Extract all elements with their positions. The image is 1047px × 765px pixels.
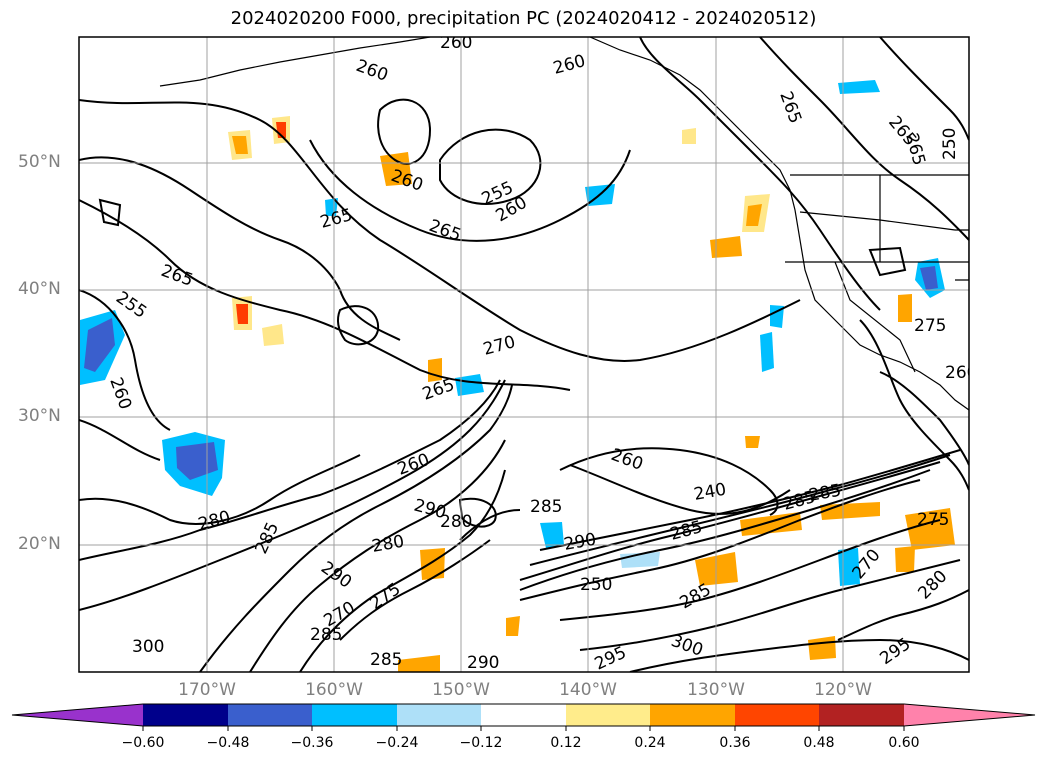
colorbar-tick: 0.24	[634, 735, 666, 751]
contour-label: 265	[318, 205, 355, 233]
neg-anomaly-region	[84, 318, 115, 372]
pos-anomaly-region	[745, 436, 760, 448]
contour-label: 280	[914, 566, 951, 603]
contour-label: 290	[467, 653, 499, 673]
neg-anomaly-region	[838, 80, 880, 94]
colorbar-segment	[650, 704, 735, 726]
contour-label: 240	[692, 480, 727, 505]
graticule	[79, 37, 969, 672]
neg-anomaly-region	[540, 522, 564, 548]
colorbar-tick: −0.48	[206, 735, 250, 751]
pos-anomaly-region	[905, 508, 955, 550]
neg-anomaly-region	[770, 305, 784, 328]
pos-anomaly-region	[682, 128, 696, 144]
contour-label: 270	[481, 332, 518, 360]
colorbar-segment	[735, 704, 819, 726]
colorbar-segment	[904, 704, 1035, 726]
lon-label: 170°W	[178, 680, 236, 700]
colorbar-tick: −0.36	[290, 735, 334, 751]
pos-anomaly-region	[420, 548, 445, 580]
neg-anomaly-region	[455, 374, 484, 396]
colorbar-segment	[12, 704, 143, 726]
contour-label: 285	[370, 650, 402, 670]
contour-label: 250	[580, 575, 612, 595]
pos-anomaly-region	[236, 304, 248, 324]
contour-label: 265	[426, 216, 463, 246]
contour-label: 260	[353, 56, 390, 86]
contour-label: 285	[251, 519, 283, 557]
contour-label: 260	[395, 450, 432, 480]
colorbar-tick: −0.60	[121, 735, 165, 751]
contour-label: 275	[366, 579, 404, 614]
neg-anomaly-region	[920, 266, 938, 290]
lat-label: 30°N	[18, 406, 61, 426]
lon-label: 130°W	[687, 680, 745, 700]
colorbar-tick: 0.60	[888, 735, 920, 751]
contour-label: 280	[370, 532, 405, 557]
contour-label: 260	[551, 51, 588, 79]
neg-anomaly-region	[760, 332, 774, 372]
contour-label: 265	[775, 89, 805, 126]
contour-label: 260	[105, 375, 135, 412]
map-title: 2024020200 F000, precipitation PC (20240…	[230, 8, 817, 29]
colorbar-segment	[312, 704, 397, 726]
lat-label: 40°N	[18, 279, 61, 299]
contour-label: 285	[310, 625, 342, 645]
colorbar-tick: 0.12	[550, 735, 582, 751]
colorbar-tick: 0.48	[803, 735, 835, 751]
lat-label: 50°N	[18, 152, 61, 172]
lon-label: 160°W	[305, 680, 363, 700]
colorbar-segment	[397, 704, 481, 726]
pos-anomaly-region	[398, 655, 440, 672]
contour-label: 300	[132, 637, 164, 657]
pos-anomaly-region	[262, 324, 284, 346]
contour-label: 290	[562, 530, 597, 555]
contour-label: 300	[668, 631, 705, 661]
contour-label: 260	[945, 363, 977, 383]
contour-label: 265	[901, 131, 929, 168]
pos-anomaly-region	[380, 152, 412, 186]
precip-anomaly-shading	[80, 80, 955, 672]
pos-anomaly-region	[232, 136, 248, 154]
lon-label: 120°W	[814, 680, 872, 700]
contour-label: 275	[914, 316, 946, 336]
lon-label: 150°W	[432, 680, 490, 700]
contour-label: 260	[388, 166, 425, 196]
contour-label: 265	[420, 375, 457, 405]
colorbar-tick: −0.24	[375, 735, 419, 751]
contour-label: 265	[158, 261, 195, 291]
colorbar	[11, 703, 1036, 731]
pos-anomaly-region	[808, 636, 836, 660]
contour-label: 285	[530, 497, 562, 517]
temperature-contours	[79, 37, 969, 672]
colorbar-segment	[228, 704, 312, 726]
contour-label: 260	[440, 33, 472, 53]
contour-label: 280	[440, 512, 472, 532]
contour-label: 250	[940, 128, 960, 160]
colorbar-segment	[819, 704, 904, 726]
lon-label: 140°W	[559, 680, 617, 700]
lat-label: 20°N	[18, 534, 61, 554]
neg-anomaly-region	[325, 198, 338, 216]
map-frame	[78, 36, 970, 673]
contour-label: 275	[917, 510, 949, 530]
pos-anomaly-region	[710, 236, 742, 258]
colorbar-tick: 0.36	[719, 735, 751, 751]
colorbar-segment	[143, 704, 228, 726]
pos-anomaly-region	[895, 546, 915, 572]
pos-anomaly-region	[506, 616, 520, 636]
colorbar-segment	[481, 704, 566, 726]
colorbar-tick: −0.12	[459, 735, 503, 751]
contour-label: 280	[196, 507, 233, 535]
colorbar-segment	[566, 704, 650, 726]
pos-anomaly-region	[898, 294, 912, 322]
pos-anomaly-region	[746, 204, 762, 226]
